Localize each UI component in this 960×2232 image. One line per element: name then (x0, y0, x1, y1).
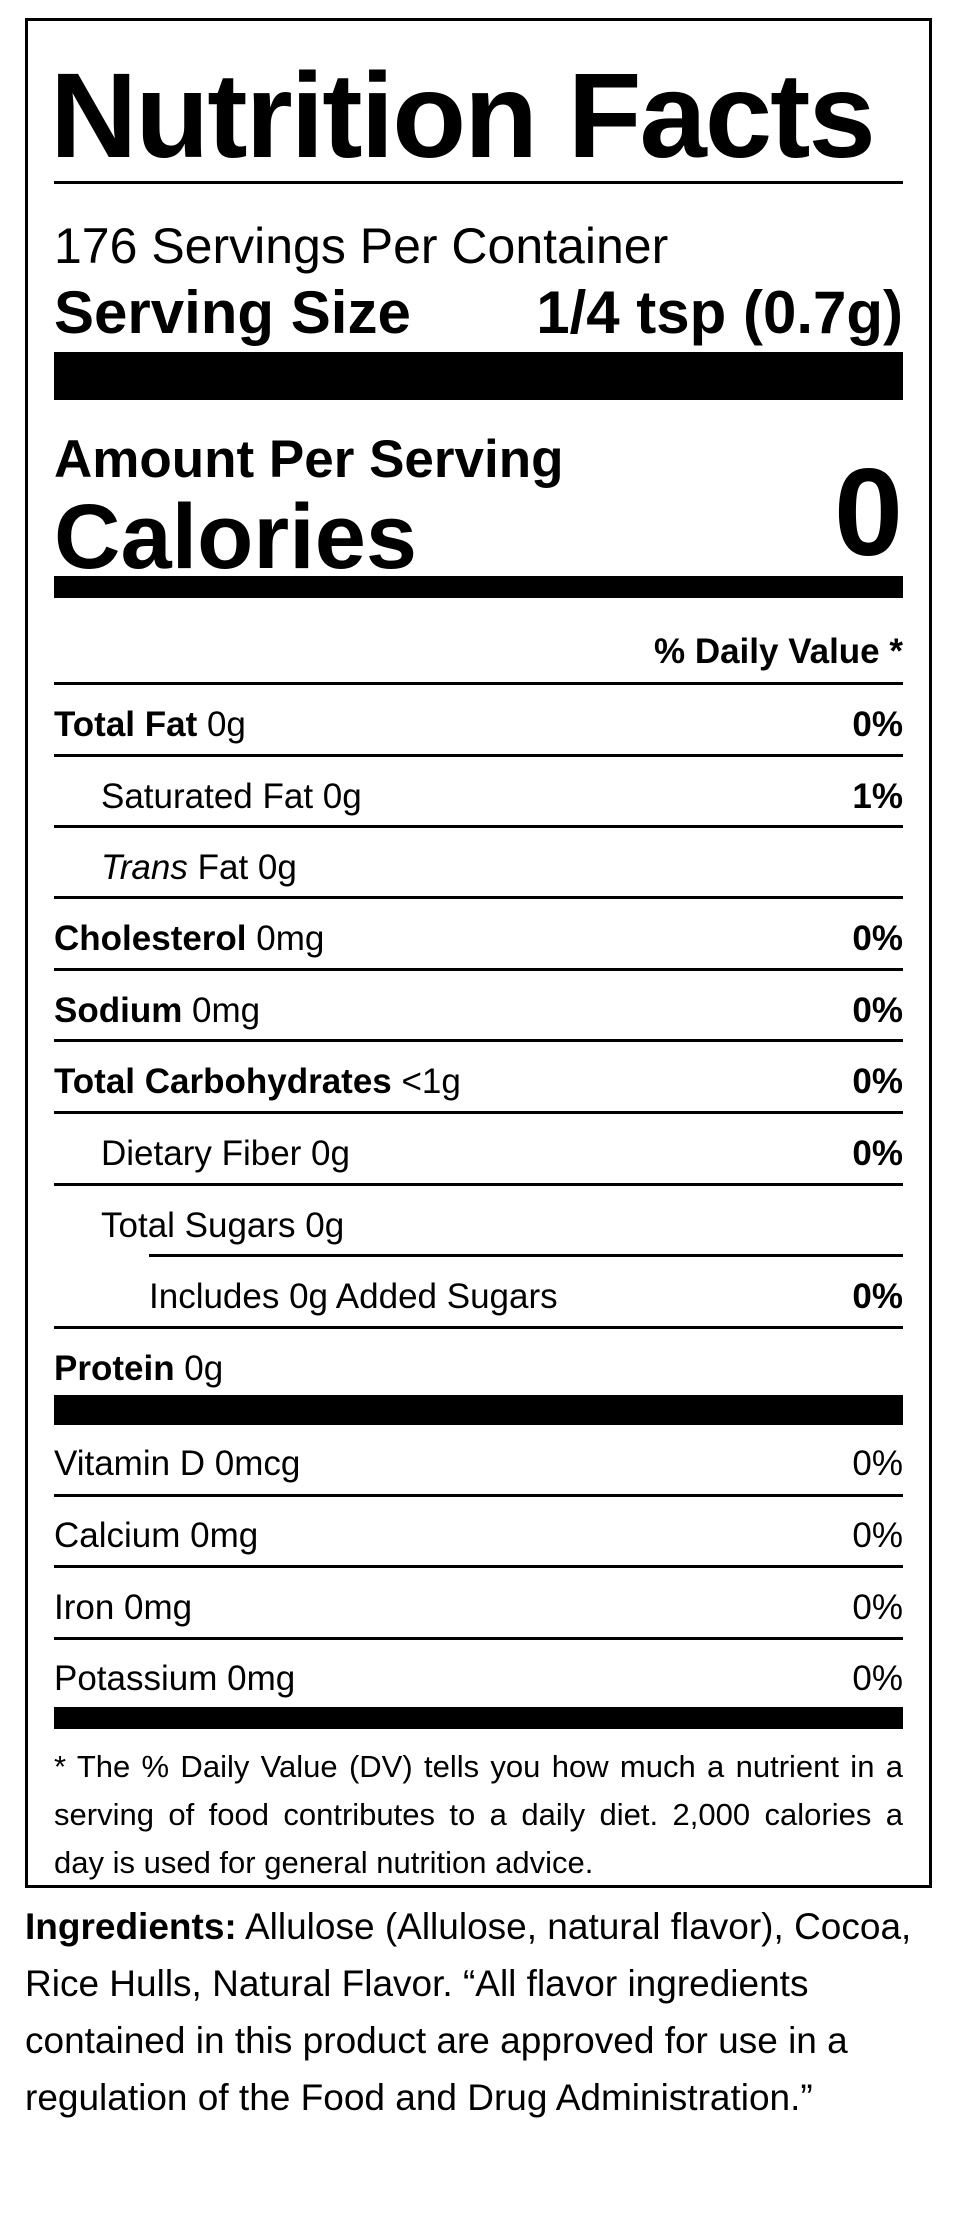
nutrient-name: Protein (54, 1349, 175, 1388)
vitamin-dv: 0% (852, 1516, 903, 1555)
nutrient-dv: 0% (852, 991, 903, 1030)
vitamin-row-potassium: Potassium 0mg 0% (54, 1659, 903, 1699)
serving-size-value: 1/4 tsp (0.7g) (536, 279, 903, 346)
ingredients-statement: Ingredients: Allulose (Allulose, natural… (25, 1898, 935, 2126)
nutrient-name: Cholesterol (54, 919, 247, 958)
nutrient-dv: 0% (852, 919, 903, 958)
nutrient-row-total-fat: Total Fat 0g 0% (54, 705, 903, 745)
divider (54, 1494, 903, 1497)
amount-per-serving: Amount Per Serving (54, 430, 564, 489)
nutrition-facts-title: Nutrition Facts (50, 47, 876, 183)
nutrient-row-total-sugars: Total Sugars 0g (54, 1206, 903, 1246)
servings-per-container: 176 Servings Per Container (54, 218, 669, 274)
divider (54, 682, 903, 685)
divider (54, 1565, 903, 1568)
nutrient-name: Saturated Fat 0g (101, 777, 362, 816)
nutrient-amount: 0mg (246, 919, 325, 958)
ingredients-text: Allulose (Allulose, natural flavor), Coc… (25, 1906, 912, 2118)
nutrient-amount: <1g (391, 1062, 461, 1101)
nutrient-name: Total Fat (54, 705, 198, 744)
divider (54, 1039, 903, 1042)
nutrient-name: Total Carbohydrates (54, 1062, 392, 1101)
nutrient-amount: 0g (174, 1349, 224, 1388)
nutrient-name: Dietary Fiber 0g (101, 1134, 350, 1173)
vitamin-name: Calcium 0mg (54, 1516, 259, 1555)
nutrient-row-saturated-fat: Saturated Fat 0g 1% (54, 777, 903, 817)
divider (54, 825, 903, 828)
divider (54, 896, 903, 899)
nutrient-row-added-sugars: Includes 0g Added Sugars 0% (54, 1277, 903, 1317)
vitamin-name: Vitamin D 0mcg (54, 1444, 301, 1483)
nutrition-facts-panel: Nutrition Facts 176 Servings Per Contain… (25, 18, 932, 1888)
nutrient-dv: 0% (852, 705, 903, 744)
divider-indented (149, 1254, 903, 1257)
nutrient-row-dietary-fiber: Dietary Fiber 0g 0% (54, 1134, 903, 1174)
nutrient-dv: 1% (852, 777, 903, 816)
divider (54, 754, 903, 757)
nutrient-row-protein: Protein 0g (54, 1349, 903, 1389)
divider (54, 1183, 903, 1186)
thick-divider (54, 1395, 903, 1425)
vitamin-row-calcium: Calcium 0mg 0% (54, 1516, 903, 1556)
nutrient-dv: 0% (852, 1134, 903, 1173)
nutrient-name: Includes 0g Added Sugars (149, 1277, 558, 1316)
nutrient-amount: 0g (197, 705, 246, 744)
serving-size-row: Serving Size 1/4 tsp (0.7g) (54, 283, 903, 343)
divider (54, 1637, 903, 1640)
nutrient-name: Total Sugars 0g (101, 1206, 345, 1245)
vitamin-row-vitamin-d: Vitamin D 0mcg 0% (54, 1444, 903, 1484)
calories-label: Calories (54, 486, 418, 588)
vitamin-dv: 0% (852, 1444, 903, 1483)
daily-value-header: % Daily Value * (653, 632, 903, 671)
nutrient-name-italic: Trans (101, 848, 188, 887)
serving-size-label: Serving Size (54, 279, 411, 346)
divider (54, 1326, 903, 1329)
nutrient-row-total-carbohydrates: Total Carbohydrates <1g 0% (54, 1062, 903, 1102)
vitamin-name: Potassium 0mg (54, 1659, 296, 1698)
vitamin-dv: 0% (852, 1588, 903, 1627)
vitamin-row-iron: Iron 0mg 0% (54, 1588, 903, 1628)
nutrient-dv: 0% (852, 1062, 903, 1101)
ingredients-label: Ingredients: (25, 1906, 237, 1947)
nutrient-amount: 0mg (182, 991, 261, 1030)
nutrient-row-cholesterol: Cholesterol 0mg 0% (54, 919, 903, 959)
vitamin-dv: 0% (852, 1659, 903, 1698)
nutrient-dv: 0% (852, 1277, 903, 1316)
divider (54, 968, 903, 971)
thick-divider (54, 352, 903, 400)
nutrient-name: Fat 0g (187, 848, 297, 887)
calories-value: 0 (834, 444, 903, 582)
medium-divider (54, 576, 903, 598)
nutrient-name: Sodium (54, 991, 183, 1030)
vitamin-name: Iron 0mg (54, 1588, 193, 1627)
daily-value-footnote: * The % Daily Value (DV) tells you how m… (54, 1749, 903, 1880)
divider (54, 181, 903, 184)
nutrient-row-trans-fat: Trans Fat 0g (54, 848, 903, 888)
medium-divider (54, 1707, 903, 1729)
divider (54, 1111, 903, 1114)
nutrient-row-sodium: Sodium 0mg 0% (54, 991, 903, 1031)
